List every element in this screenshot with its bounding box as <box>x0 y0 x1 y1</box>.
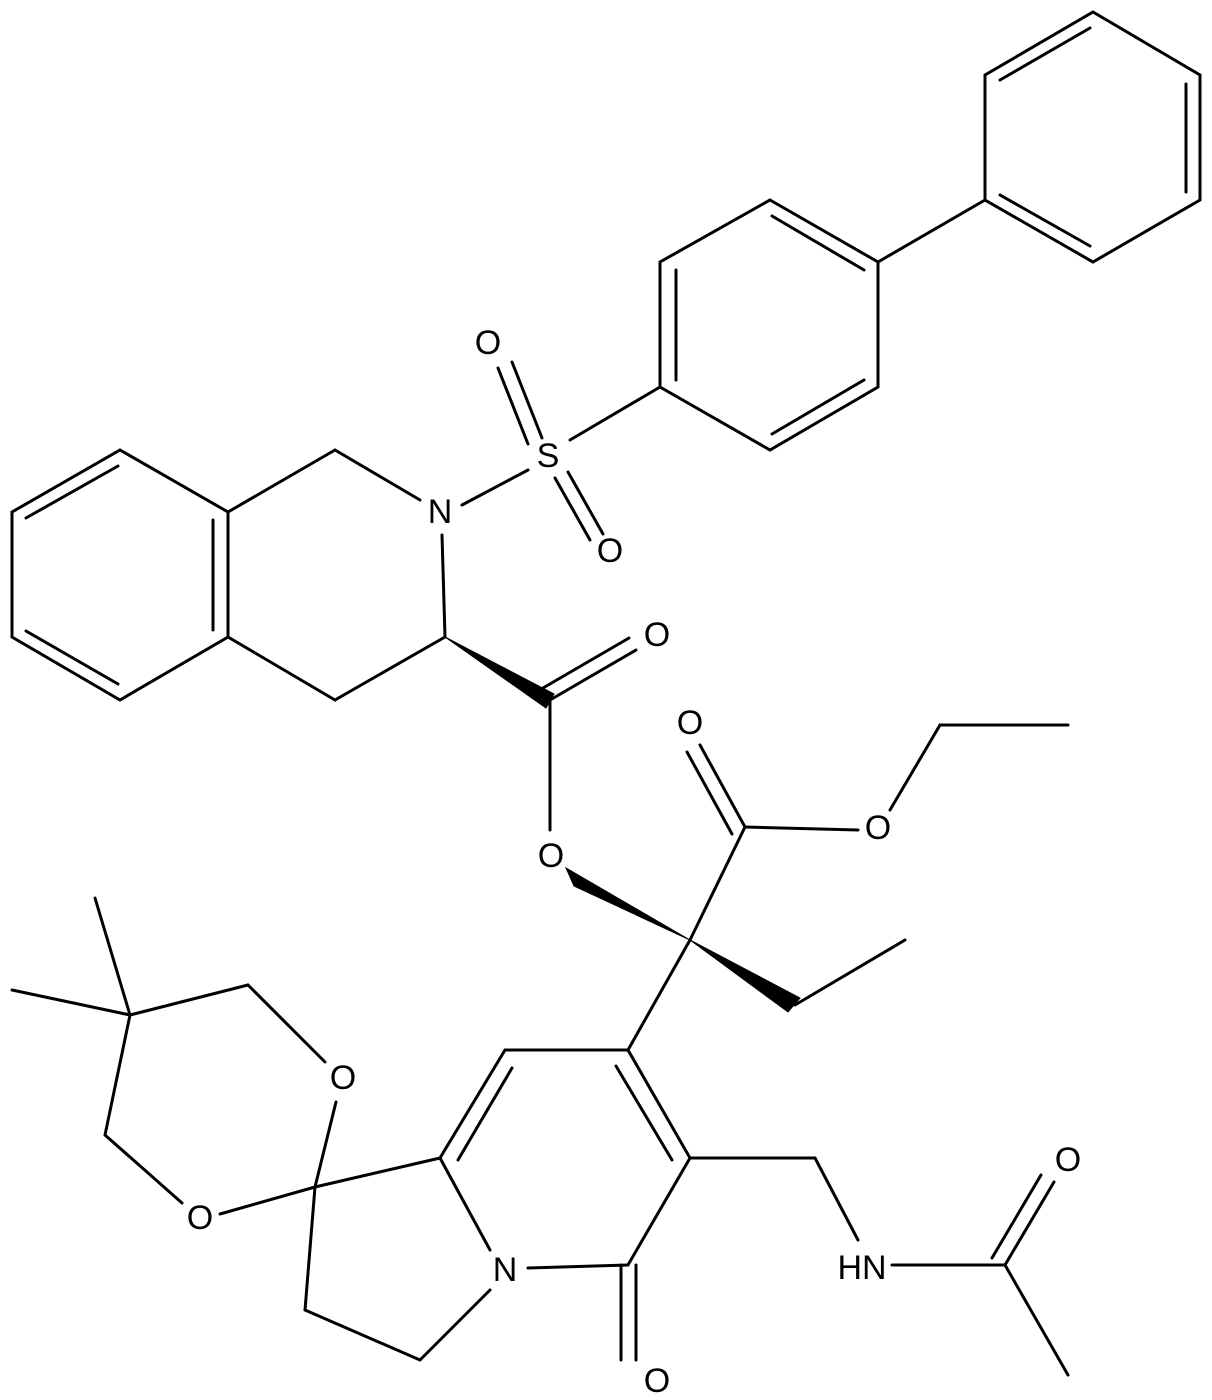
atom-label: O <box>475 324 501 362</box>
atom-label: O <box>644 1362 670 1400</box>
atom-label: O <box>1055 1141 1081 1179</box>
atom-label: O <box>597 532 623 570</box>
atom-label: O <box>677 704 703 742</box>
atom-label: N <box>428 493 453 531</box>
atom-label: N <box>493 1251 518 1289</box>
atom-label: O <box>644 616 670 654</box>
bonds <box>10 10 1202 1377</box>
atom-labels: S O O N O O O O O O N O HN O <box>187 324 1081 1400</box>
atom-label: O <box>330 1059 356 1097</box>
atom-label: S <box>537 437 560 475</box>
atom-label: O <box>187 1199 213 1237</box>
atom-label: O <box>865 809 891 847</box>
atom-label: O <box>538 837 564 875</box>
atom-label: HN <box>837 1249 886 1287</box>
